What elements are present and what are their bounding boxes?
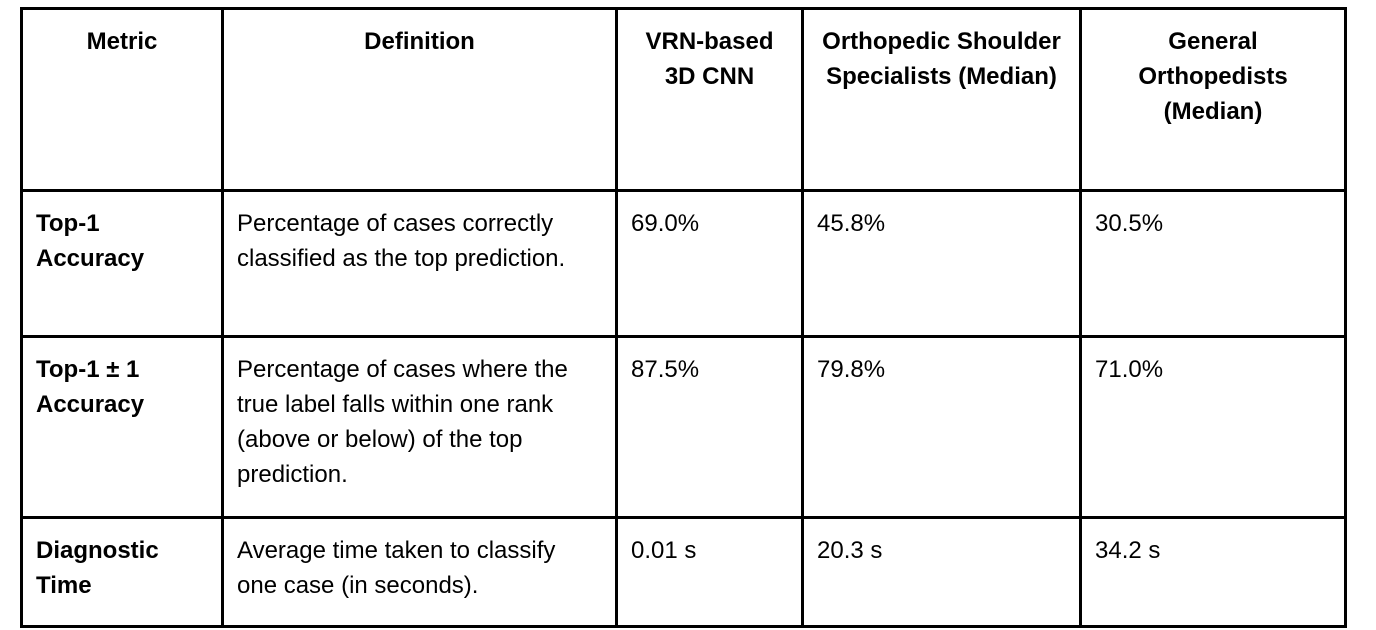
header-general-orthopedists: General Orthopedists (Median)	[1079, 7, 1347, 192]
metric-cell: Top-1 ± 1 Accuracy	[20, 335, 224, 519]
table-row: Top-1 ± 1 Accuracy Percentage of cases w…	[20, 335, 1347, 519]
specialists-value-cell: 79.8%	[801, 335, 1082, 519]
table-row: Diagnostic Time Average time taken to cl…	[20, 516, 1347, 628]
general-value-cell: 34.2 s	[1079, 516, 1347, 628]
header-vrn-cnn: VRN-based 3D CNN	[615, 7, 804, 192]
comparison-table: Metric Definition VRN-based 3D CNN Ortho…	[20, 7, 1347, 628]
comparison-table-container: Metric Definition VRN-based 3D CNN Ortho…	[20, 7, 1347, 628]
vrn-value-cell: 69.0%	[615, 189, 804, 338]
general-value-cell: 71.0%	[1079, 335, 1347, 519]
vrn-value-cell: 87.5%	[615, 335, 804, 519]
vrn-value-cell: 0.01 s	[615, 516, 804, 628]
table-row: Top-1 Accuracy Percentage of cases corre…	[20, 189, 1347, 338]
definition-cell: Average time taken to classify one case …	[221, 516, 618, 628]
specialists-value-cell: 20.3 s	[801, 516, 1082, 628]
header-shoulder-specialists: Orthopedic Shoulder Specialists (Median)	[801, 7, 1082, 192]
table-header-row: Metric Definition VRN-based 3D CNN Ortho…	[20, 7, 1347, 192]
header-definition: Definition	[221, 7, 618, 192]
metric-cell: Top-1 Accuracy	[20, 189, 224, 338]
general-value-cell: 30.5%	[1079, 189, 1347, 338]
definition-cell: Percentage of cases where the true label…	[221, 335, 618, 519]
specialists-value-cell: 45.8%	[801, 189, 1082, 338]
header-metric: Metric	[20, 7, 224, 192]
metric-cell: Diagnostic Time	[20, 516, 224, 628]
definition-cell: Percentage of cases correctly classified…	[221, 189, 618, 338]
